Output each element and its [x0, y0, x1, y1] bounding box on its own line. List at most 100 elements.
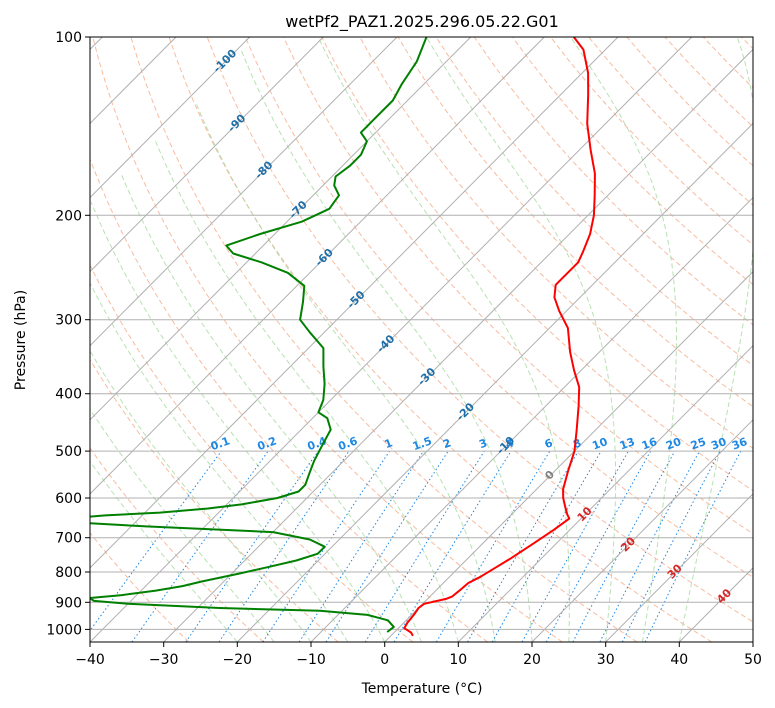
mixing-ratio-line [521, 450, 629, 642]
mixing-ratio-line [599, 450, 700, 642]
dry-adiabat [741, 37, 753, 50]
y-tick-label: 100 [55, 30, 82, 46]
moist-adiabat [678, 37, 753, 642]
mixing-ratio-label: 2 [441, 436, 453, 451]
dry-adiabat [588, 37, 753, 206]
mixing-ratio-label: 1.5 [411, 434, 434, 453]
y-axis: 1000 900 800 700 600 500 400 300 200 100 [46, 30, 90, 638]
dry-adiabat [283, 37, 753, 535]
isotherm-line [90, 37, 693, 642]
mixing-ratio-line [325, 450, 449, 642]
dry-adiabat [92, 37, 563, 642]
background-lines [90, 37, 753, 642]
isotherm-line [163, 48, 753, 642]
plot-frame [89, 36, 754, 643]
mixing-ratio-label: 16 [640, 435, 659, 453]
y-tick-label: 200 [55, 208, 82, 224]
y-tick-label: 900 [55, 595, 82, 611]
y-tick-label: 1000 [46, 622, 82, 638]
isotherm-line [90, 37, 251, 199]
mixing-ratio-label: 25 [689, 435, 708, 452]
x-axis: −40 −30 −20 −10 0 10 20 30 40 50 [75, 642, 762, 668]
mixing-ratio-line [90, 450, 222, 632]
isotherm-line [752, 641, 753, 642]
y-tick-label: 600 [55, 491, 82, 507]
y-tick-label: 700 [55, 531, 82, 547]
mixing-ratio-label: 0.4 [306, 434, 329, 453]
dry-adiabat [90, 447, 264, 642]
isotherm-line [90, 37, 324, 273]
y-axis-title: Pressure (hPa) [13, 290, 29, 390]
mixing-ratio-line [218, 450, 350, 642]
mixing-ratio-line [572, 450, 676, 642]
x-tick-label: 20 [523, 652, 541, 668]
isotherm-line [90, 37, 472, 421]
dry-adiabat [359, 37, 753, 450]
isotherm-line [90, 37, 545, 495]
isotherm-line [90, 37, 398, 347]
mixing-ratio-label: 10 [590, 435, 609, 453]
x-tick-label: 10 [449, 652, 467, 668]
dry-adiabat [130, 37, 638, 642]
mixing-ratio-label: 30 [709, 435, 728, 453]
x-axis-title: Temperature (°C) [361, 681, 483, 697]
dry-adiabat [664, 37, 753, 128]
mixing-ratio-label: 3 [477, 436, 489, 451]
mixing-ratio-line [185, 450, 319, 642]
mixing-ratio-line [393, 450, 512, 642]
x-tick-label: 40 [670, 652, 688, 668]
mixing-ratio-label: 4 [504, 436, 516, 451]
dry-adiabat [702, 37, 753, 89]
dry-adiabat [550, 37, 753, 246]
moist-adiabat [570, 37, 677, 642]
moist-adiabat [196, 104, 496, 642]
profile-series [90, 37, 596, 637]
moist-adiabat [240, 49, 533, 642]
dry-adiabat [90, 531, 190, 642]
moist-adiabat [425, 37, 617, 642]
mixing-ratio-line [545, 450, 652, 642]
mixing-ratio-label: 1 [383, 436, 395, 451]
isotherm-label: 0 [542, 468, 557, 483]
isotherm-line [531, 419, 753, 642]
y-tick-label: 400 [55, 387, 82, 403]
mixing-ratio-line [644, 450, 742, 642]
x-tick-label: 30 [597, 652, 615, 668]
y-tick-label: 800 [55, 565, 82, 581]
mixing-ratio-label: 36 [730, 435, 749, 453]
mixing-ratio-label: 6 [543, 436, 555, 451]
isotherm-line [678, 567, 753, 642]
mixing-ratio-label: 0.1 [209, 434, 232, 453]
mixing-ratio-label: 8 [571, 436, 583, 451]
mixing-ratio-label: 20 [664, 435, 683, 453]
isotherm-line [236, 122, 753, 642]
chart-title: wetPf2_PAZ1.2025.296.05.22.G01 [285, 12, 559, 32]
dry-adiabat [206, 37, 753, 623]
moist-adiabat [120, 173, 422, 642]
background-labels: 0.1 0.2 0.4 0.6 1 1.5 2 3 4 6 8 10 13 16 20 25 30 36-100-… [209, 47, 750, 607]
mixing-ratio-line [262, 450, 391, 642]
mixing-ratio-line [298, 450, 424, 642]
mixing-ratio-label: 0.6 [336, 434, 359, 453]
moist-adiabat [90, 201, 386, 642]
moist-adiabat [90, 281, 349, 642]
dry-adiabat [511, 37, 753, 286]
mixing-ratio-label: 0.2 [256, 434, 279, 453]
x-tick-label: −10 [296, 652, 326, 668]
dry-adiabat [90, 358, 339, 642]
dry-adiabat [168, 37, 712, 642]
isotherm-line [605, 493, 753, 642]
x-tick-label: −40 [75, 652, 105, 668]
moist-adiabat [90, 349, 312, 642]
isotherm-label: 30 [665, 561, 685, 581]
y-tick-label: 500 [55, 444, 82, 460]
mixing-ratio-label: 13 [618, 435, 637, 452]
mixing-ratio-line [435, 450, 551, 642]
moist-adiabat [90, 408, 275, 642]
temperature-line [403, 37, 596, 637]
isotherm-line [384, 270, 753, 642]
dry-adiabat [321, 37, 753, 492]
mixing-ratio-line [621, 450, 721, 642]
moist-adiabat [90, 460, 238, 642]
isotherm-line [310, 196, 753, 642]
